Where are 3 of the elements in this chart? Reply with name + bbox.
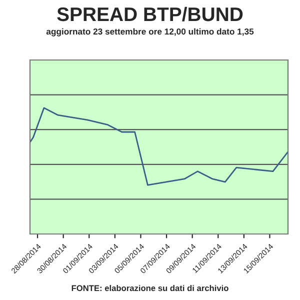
chart-subtitle: aggiornato 23 settembre ore 12,00 ultimo dato 1,35 xyxy=(46,28,254,36)
chart-title: SPREAD BTP/BUND xyxy=(57,6,243,22)
source-note: FONTE: elaborazione su dati di archivio xyxy=(72,284,228,292)
